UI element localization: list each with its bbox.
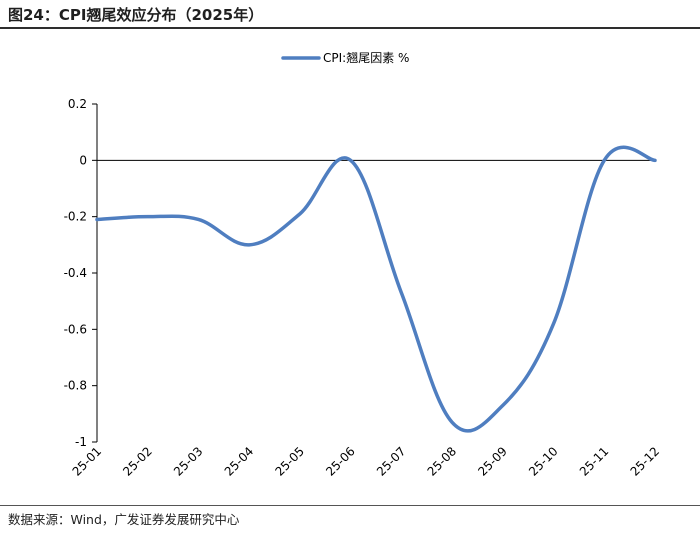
source-note: 数据来源：Wind，广发证券发展研究中心 — [8, 512, 240, 527]
data-point — [298, 212, 302, 216]
y-tick-label: -1 — [75, 435, 87, 449]
x-tick-label: 25-04 — [222, 444, 257, 479]
figure-title: 图24：CPI翘尾效应分布（2025年） — [8, 6, 264, 24]
x-tick-label: 25-09 — [475, 444, 510, 479]
x-tick-label: 25-10 — [526, 444, 561, 479]
data-point — [247, 243, 251, 247]
y-axis: 0.2 0 -0.2 -0.4 -0.6 -0.8 -1 — [64, 97, 98, 449]
data-point — [602, 158, 606, 162]
x-tick-label: 25-12 — [628, 444, 663, 479]
data-point — [399, 291, 403, 295]
data-point — [450, 420, 454, 424]
data-point — [349, 158, 353, 162]
x-tick-label: 25-03 — [171, 444, 206, 479]
x-tick-label: 25-08 — [425, 444, 460, 479]
x-tick-label: 25-07 — [374, 444, 409, 479]
x-tick-label: 25-05 — [272, 444, 307, 479]
y-tick-label: -0.6 — [64, 322, 87, 336]
x-tick-label: 25-01 — [70, 444, 105, 479]
line-chart: 0.20-0.2-0.4-0.6-0.8-1 25-01 25-02 25-03 25… — [64, 51, 663, 479]
source-rule — [0, 505, 700, 506]
y-tick-label: 0.2 — [68, 97, 87, 111]
data-point — [196, 217, 200, 221]
legend-label: CPI:翘尾因素 % — [323, 51, 409, 65]
x-tick-label: 25-11 — [577, 444, 612, 479]
title-rule — [0, 27, 700, 29]
y-tick-label: -0.2 — [64, 210, 87, 224]
data-point — [552, 322, 556, 326]
legend: CPI:翘尾因素 % — [281, 51, 409, 65]
y-tick-label: -0.4 — [64, 266, 87, 280]
series-group — [95, 145, 657, 433]
x-axis: 25-01 25-02 25-03 25-04 25-05 25-06 25-07 25-08… — [70, 159, 663, 479]
y-tick-label: -0.8 — [64, 379, 87, 393]
data-point — [653, 158, 657, 162]
data-point — [146, 215, 150, 219]
y-tick-label: 0 — [79, 153, 87, 167]
x-tick-label: 25-06 — [323, 444, 358, 479]
series-line-cpi — [95, 145, 657, 433]
data-point — [501, 403, 505, 407]
data-point — [95, 217, 99, 221]
x-tick-label: 25-02 — [120, 444, 155, 479]
